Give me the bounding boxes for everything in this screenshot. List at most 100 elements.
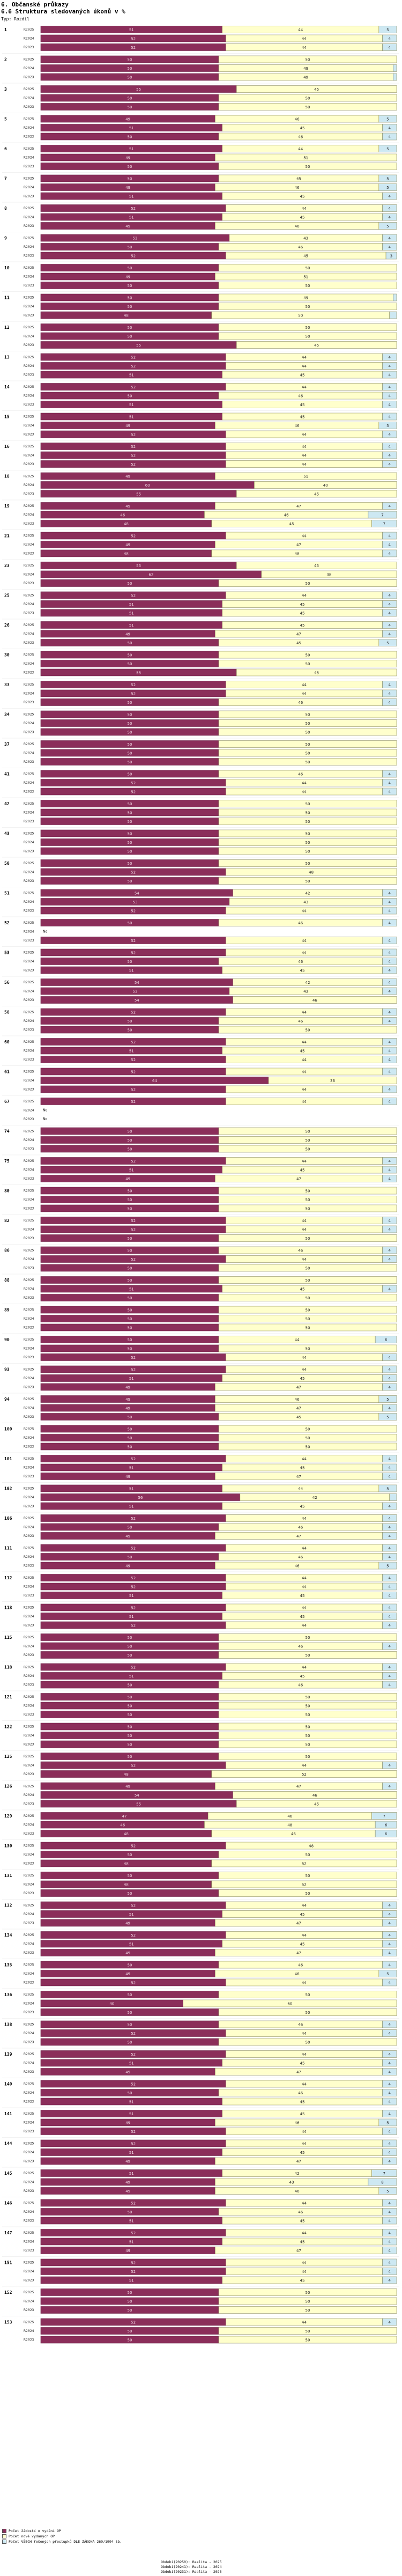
group-label: 15 xyxy=(4,415,10,419)
bar-value-label: 51 xyxy=(129,623,134,628)
bar-value-label: 50 xyxy=(128,1526,132,1530)
bar-value-label: 4 xyxy=(388,2231,391,2235)
bar-value-label: 52 xyxy=(131,1576,136,1580)
period-label: R2025 xyxy=(24,2082,34,2086)
group-label: 56 xyxy=(4,980,10,985)
bar-value-label: 50 xyxy=(128,653,132,658)
period-label: R2025 xyxy=(24,117,34,121)
period-label: R2023 xyxy=(24,760,34,764)
period-label: R2025 xyxy=(24,176,34,181)
bar-value-label: 50 xyxy=(306,1636,310,1640)
bar-issued xyxy=(218,2297,397,2305)
period-label: R2024 xyxy=(24,1674,34,1678)
bar-value-label: 50 xyxy=(128,1963,132,1968)
group-label: 19 xyxy=(4,504,10,509)
bar-value-label: 4 xyxy=(388,1386,391,1390)
bar-value-label: 51 xyxy=(129,1942,134,1947)
bar-offences xyxy=(382,2097,397,2106)
bar-offences xyxy=(382,1383,397,1391)
bar-value-label: 44 xyxy=(302,1764,307,1768)
bar-value-label: 46 xyxy=(298,1963,303,1968)
bar-value-label: 52 xyxy=(131,1219,136,1223)
period-label: R2023 xyxy=(24,1296,34,1300)
bar-issued xyxy=(218,758,397,766)
bar-value-label: 51 xyxy=(129,1912,134,1917)
bar-value-label: 44 xyxy=(302,1058,307,1062)
bar-value-label: 4 xyxy=(388,364,391,369)
period-label: R2025 xyxy=(24,921,34,925)
bar-value-label: 43 xyxy=(303,900,308,904)
group-label: 115 xyxy=(4,1635,12,1640)
bar-value-label: 45 xyxy=(300,612,305,616)
group-label: 37 xyxy=(4,742,10,747)
bar-offences xyxy=(382,907,397,915)
period-label: R2024 xyxy=(24,840,34,844)
bar-value-label: 4 xyxy=(388,772,391,777)
period-label: R2023 xyxy=(24,164,34,168)
bar-issued xyxy=(218,1740,397,1748)
bar-value-label: 51 xyxy=(129,147,134,151)
bar-issued xyxy=(215,153,397,161)
bar-value-label: 4 xyxy=(388,990,391,994)
bar-issued xyxy=(218,1991,397,1998)
bar-value-label: 46 xyxy=(298,701,303,705)
bar-value-label: 45 xyxy=(300,126,305,130)
bar-issued xyxy=(183,1999,397,2007)
bar-value-label: 50 xyxy=(306,850,310,854)
bar-value-label: 50 xyxy=(306,1653,310,1658)
bar-value-label: 51 xyxy=(129,1594,134,1598)
bar-offences xyxy=(382,2068,397,2075)
bar-value-label: 51 xyxy=(129,1615,134,1619)
bar-value-label: 44 xyxy=(302,1257,307,1262)
bar-value-label: 4 xyxy=(388,1457,391,1461)
bar-value-label: 4 xyxy=(388,126,391,130)
bar-offences xyxy=(382,2238,397,2246)
bar-offences xyxy=(382,987,397,995)
period-label: R2024 xyxy=(24,423,34,428)
period-label: R2025 xyxy=(24,1427,34,1431)
bar-value-label: 4 xyxy=(388,594,391,598)
bar-issued xyxy=(218,1026,397,1034)
bar-value-label: 50 xyxy=(128,105,132,109)
bar-value-label: 4 xyxy=(388,602,391,607)
bar-value-label: 52 xyxy=(131,1100,136,1104)
group-label: 94 xyxy=(4,1397,10,1402)
bar-value-label: 4 xyxy=(388,1019,391,1024)
period-label: R2024 xyxy=(24,1436,34,1440)
group-label: 60 xyxy=(4,1040,10,1044)
bar-offences xyxy=(393,73,397,81)
bar-value-label: 44 xyxy=(302,462,307,467)
bar-value-label: 52 xyxy=(131,254,136,259)
bar-value-label: 4 xyxy=(388,1933,391,1938)
bar-value-label: 45 xyxy=(314,87,319,92)
bar-value-label: 4 xyxy=(388,1526,391,1530)
bar-value-label: 46 xyxy=(298,245,303,249)
bar-value-label: 50 xyxy=(306,2308,310,2313)
footer-period-2025: Obdobi(20250): Realita - 2025 xyxy=(161,2560,222,2564)
bar-value-label: 49 xyxy=(125,543,130,547)
bar-value-label: 53 xyxy=(132,900,137,904)
bar-offences xyxy=(382,1225,397,1233)
bar-value-label: 47 xyxy=(296,543,301,547)
bar-offences xyxy=(382,2089,397,2096)
period-label: R2024 xyxy=(24,483,34,487)
bar-value-label: 47 xyxy=(296,1386,301,1390)
group-label: 136 xyxy=(4,1992,12,1997)
bar-offences xyxy=(382,1523,397,1531)
bar-value-label: 4 xyxy=(388,2210,391,2214)
bar-offences xyxy=(382,1663,397,1671)
bar-value-label: 50 xyxy=(306,1874,310,1878)
bar-value-label: 50 xyxy=(306,879,310,884)
period-label: R2023 xyxy=(24,75,34,79)
group-label: 145 xyxy=(4,2171,12,2176)
bar-value-label: 50 xyxy=(128,850,132,854)
bar-issued xyxy=(218,818,397,825)
bar-offences xyxy=(382,1583,397,1591)
bar-value-label: 50 xyxy=(128,335,132,339)
period-label: R2025 xyxy=(24,1725,34,1729)
bar-offences xyxy=(382,392,397,400)
period-label: R2024 xyxy=(24,1525,34,1529)
bar-offences xyxy=(382,371,397,379)
bar-value-label: 49 xyxy=(125,2249,130,2253)
period-label: R2025 xyxy=(24,1903,34,1908)
